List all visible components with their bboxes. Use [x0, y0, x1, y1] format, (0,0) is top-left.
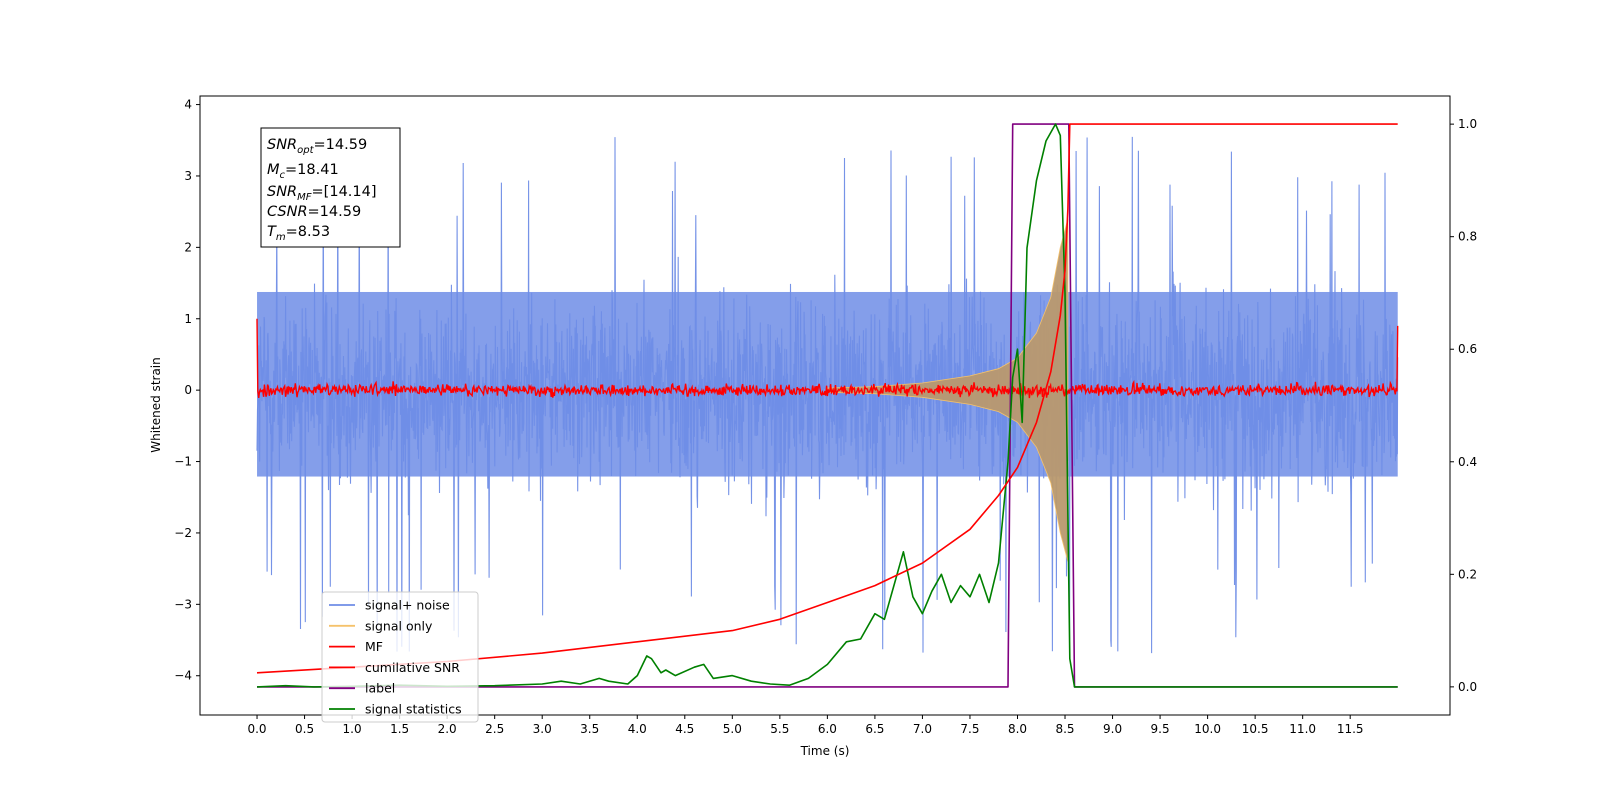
x-tick-label: 9.5: [1151, 722, 1170, 736]
y2-tick-label: 0.2: [1458, 567, 1477, 581]
plot-area: [256, 123, 1399, 688]
series-cumulative-snr: [256, 123, 1398, 674]
legend-label: signal statistics: [365, 702, 462, 717]
info-snr-opt: SNRopt=14.59: [267, 137, 367, 156]
y-tick-label: 4: [184, 98, 192, 112]
legend-label: cumilative SNR: [365, 660, 460, 675]
y2-tick-label: 0.6: [1458, 342, 1477, 356]
x-tick-label: 8.0: [1008, 722, 1027, 736]
info-snr-mf: SNRMF=[14.14]: [267, 184, 377, 203]
series-mf: [256, 318, 1399, 399]
plot-frame: [199, 95, 1451, 716]
y2-tick-label: 0.4: [1458, 455, 1477, 469]
y2-tick-label: 0.8: [1458, 230, 1477, 244]
legend-label: label: [365, 681, 395, 696]
info-mc: Mc=18.41: [267, 162, 339, 181]
x-tick-label: 3.5: [580, 722, 599, 736]
legend-label: signal+ noise: [365, 598, 450, 613]
y-tick-label: 3: [184, 169, 192, 183]
x-axis: 0.0 0.5 1.0 1.5 2.0 2.5 3.0 3.5 4.0 4.5 5.0 5.5 6.0 6…: [247, 715, 1364, 736]
x-tick-label: 4.5: [675, 722, 694, 736]
legend-frame: [321, 591, 479, 723]
x-tick-label: 6.5: [865, 722, 884, 736]
info-tm: Tm=8.53: [267, 224, 330, 243]
x-tick-label: 2.0: [438, 722, 457, 736]
y-tick-label: 0: [184, 383, 192, 397]
y-axis-right: 1.0 0.8 0.6 0.4 0.2 0.0: [1450, 117, 1477, 694]
y-tick-label: 2: [184, 240, 192, 254]
series-signal-statistics: [256, 123, 1398, 688]
x-tick-label: 5.5: [770, 722, 789, 736]
x-tick-label: 0.5: [295, 722, 314, 736]
y-axis-left: 4 3 2 1 0 −1 −2 −3 −4: [174, 98, 200, 683]
y-tick-label: 1: [184, 312, 192, 326]
x-tick-label: 6.0: [818, 722, 837, 736]
x-axis-label: Time (s): [800, 744, 850, 758]
x-tick-label: 7.5: [960, 722, 979, 736]
x-tick-label: 0.0: [247, 722, 266, 736]
y-tick-label: −4: [174, 669, 192, 683]
x-tick-label: 4.0: [628, 722, 647, 736]
x-tick-label: 1.5: [390, 722, 409, 736]
x-tick-label: 10.5: [1242, 722, 1269, 736]
legend-label: MF: [365, 639, 383, 654]
x-tick-label: 1.0: [343, 722, 362, 736]
x-tick-label: 9.0: [1103, 722, 1122, 736]
x-tick-label: 11.5: [1337, 722, 1364, 736]
y-axis-label: Whitened strain: [149, 357, 163, 453]
x-tick-label: 5.0: [723, 722, 742, 736]
y-tick-label: −3: [174, 597, 192, 611]
legend: signal+ noise signal only MF cumilative SNR…: [321, 591, 479, 723]
y-tick-label: −1: [174, 455, 192, 469]
y2-tick-label: 0.0: [1458, 680, 1477, 694]
x-tick-label: 11.0: [1289, 722, 1316, 736]
info-csnr: CSNR=14.59: [267, 204, 361, 220]
legend-label: signal only: [365, 618, 433, 633]
x-tick-label: 7.0: [913, 722, 932, 736]
x-tick-label: 8.5: [1055, 722, 1074, 736]
x-tick-label: 10.0: [1194, 722, 1221, 736]
y2-tick-label: 1.0: [1458, 117, 1477, 131]
x-tick-label: 3.0: [533, 722, 552, 736]
y-tick-label: −2: [174, 526, 192, 540]
info-box-frame: [260, 127, 401, 248]
x-tick-label: 2.5: [485, 722, 504, 736]
info-box: SNRopt=14.59 Mc=18.41 SNRMF=[14.14] CSNR…: [260, 127, 401, 248]
series-signal-noise-band: [257, 291, 1398, 477]
